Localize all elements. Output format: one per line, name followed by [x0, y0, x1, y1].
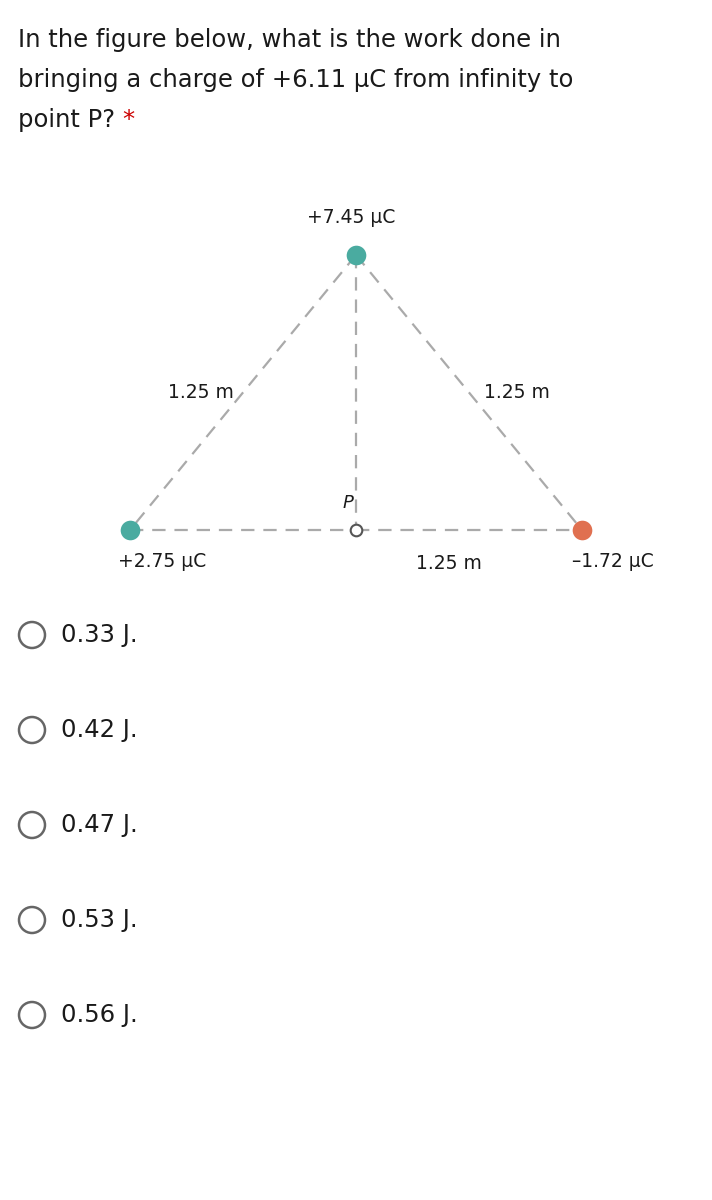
- Point: [350, 245, 362, 264]
- Text: 0.42 J.: 0.42 J.: [61, 718, 137, 742]
- Point: [350, 521, 362, 540]
- Text: In the figure below, what is the work done in: In the figure below, what is the work do…: [18, 28, 561, 52]
- Text: 1.25 m: 1.25 m: [416, 554, 482, 572]
- Point: [125, 521, 136, 540]
- Text: +7.45 μC: +7.45 μC: [307, 208, 395, 227]
- Text: point P?: point P?: [18, 108, 123, 132]
- Text: 0.33 J.: 0.33 J.: [61, 623, 137, 647]
- Text: 1.25 m: 1.25 m: [168, 383, 234, 402]
- Text: 0.47 J.: 0.47 J.: [61, 814, 137, 838]
- Text: –1.72 μC: –1.72 μC: [572, 552, 654, 571]
- Text: 0.56 J.: 0.56 J.: [61, 1003, 137, 1027]
- Point: [576, 521, 587, 540]
- Text: bringing a charge of +6.11 μC from infinity to: bringing a charge of +6.11 μC from infin…: [18, 68, 573, 92]
- Text: *: *: [122, 108, 134, 132]
- Text: 0.53 J.: 0.53 J.: [61, 908, 137, 932]
- Text: +2.75 μC: +2.75 μC: [118, 552, 206, 571]
- Text: 1.25 m: 1.25 m: [484, 383, 550, 402]
- Text: P: P: [342, 494, 353, 512]
